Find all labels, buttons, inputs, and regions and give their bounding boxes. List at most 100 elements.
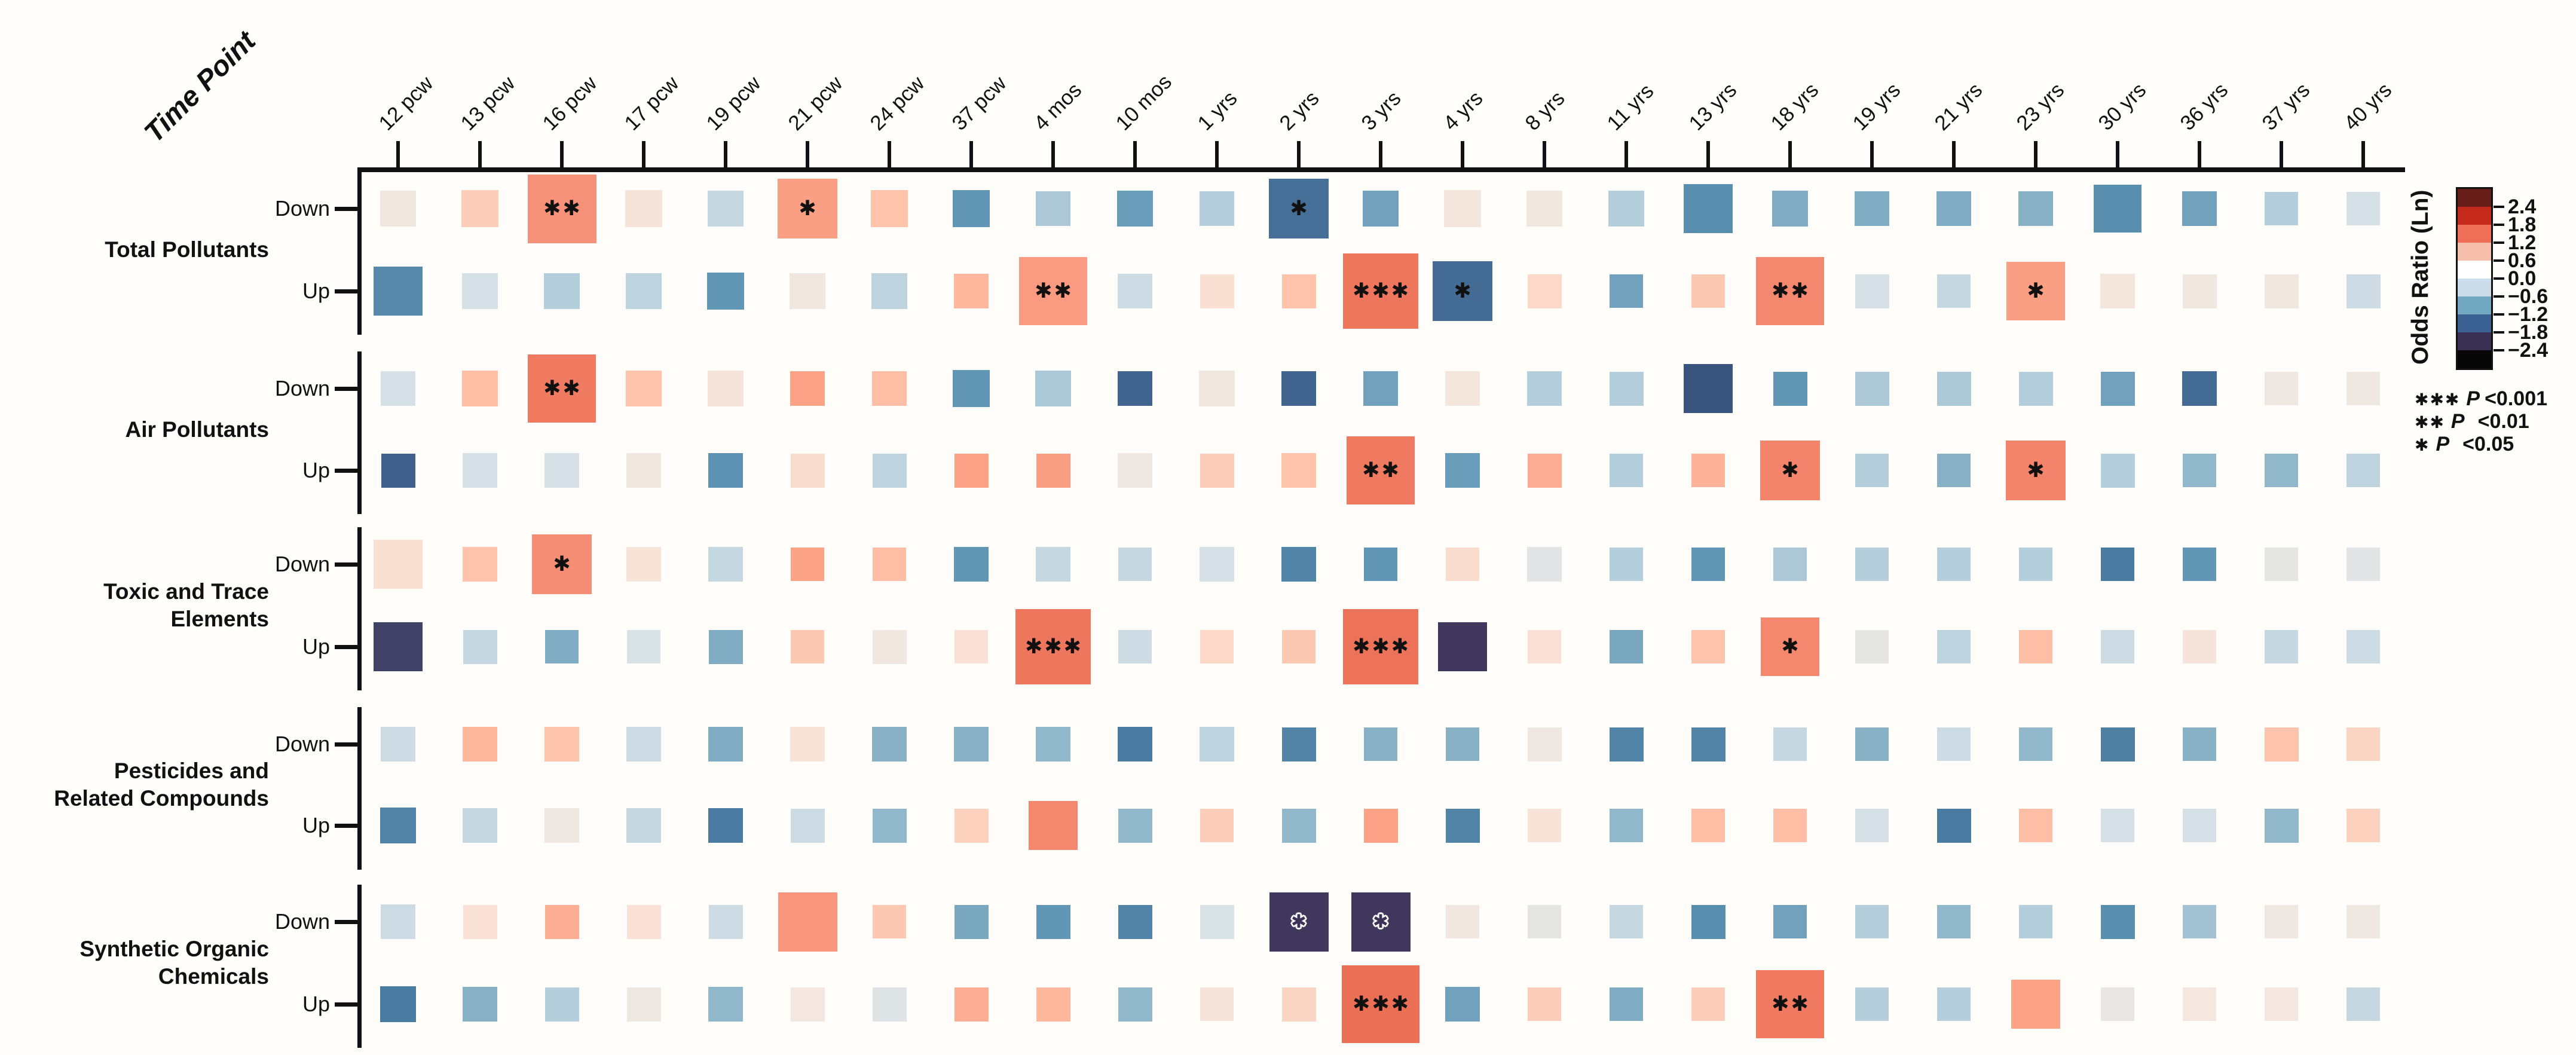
heatmap-cell: [1773, 727, 1807, 761]
heatmap-cell: [1610, 548, 1643, 581]
colorbar-tick: [2494, 313, 2504, 316]
heatmap-cell: [1118, 808, 1152, 843]
heatmap-cell: [1118, 630, 1152, 663]
column-tick: [1870, 141, 1874, 168]
significance-stars: ✱: [1290, 196, 1310, 221]
heatmap-cell: [708, 987, 743, 1022]
heatmap-cell: [2346, 274, 2381, 308]
heatmap-cell: [1117, 191, 1153, 227]
column-label: 40 yrs: [2339, 78, 2397, 135]
heatmap-cell: [2346, 727, 2380, 761]
heatmap-cell: [463, 808, 497, 843]
heatmap-cell: [790, 371, 825, 406]
row-tick-dash: [335, 742, 357, 747]
heatmap-cell: ✱✱: [1756, 257, 1824, 325]
heatmap-cell: [463, 987, 497, 1022]
row-direction-label: Up: [302, 634, 330, 659]
heatmap-cell: [1527, 274, 1562, 308]
heatmap-cell: [1773, 905, 1807, 938]
heatmap-cell: [1609, 371, 1644, 406]
group-label: Synthetic Organic Chemicals: [6, 935, 269, 990]
significance-stars: ✱: [553, 552, 573, 576]
heatmap-cell: [1200, 630, 1234, 663]
heatmap-cell: ✱: [1269, 892, 1329, 952]
heatmap-cell: [1527, 727, 1562, 762]
heatmap-cell: [1281, 274, 1316, 308]
column-tick: [1788, 141, 1792, 168]
heatmap-cell: [1855, 548, 1889, 581]
heatmap-cell: [1200, 987, 1234, 1021]
heatmap-cell: [381, 453, 415, 488]
heatmap-cell: [2346, 454, 2380, 487]
colorbar-segment: [2458, 225, 2491, 243]
heatmap-cell: [953, 190, 990, 227]
column-tick: [1624, 141, 1628, 168]
heatmap-cell: [1036, 987, 1070, 1022]
heatmap-cell: [1526, 191, 1562, 227]
significance-stars: ✱✱✱: [1353, 279, 1411, 303]
heatmap-cell: [954, 727, 989, 762]
heatmap-cell: [2183, 630, 2216, 663]
heatmap-cell: [1281, 727, 1316, 762]
heatmap-cell: ✱: [1761, 617, 1819, 676]
heatmap-cell: [708, 371, 744, 406]
colorbar-tick-label: 0.6: [2508, 249, 2537, 272]
column-label: 24 pcw: [865, 71, 929, 135]
heatmap-cell: [1610, 274, 1643, 308]
heatmap-cell: [1936, 191, 1971, 226]
heatmap-cell: [2094, 185, 2141, 233]
heatmap-cell: [1610, 905, 1643, 938]
colorbar-tick: [2494, 295, 2504, 298]
heatmap-cell: [708, 547, 743, 582]
heatmap-cell: [626, 808, 661, 843]
heatmap-cell: [380, 191, 416, 227]
significance-stars: ✱: [1781, 634, 1801, 659]
column-label: 4 mos: [1029, 78, 1087, 135]
column-tick: [2034, 141, 2037, 168]
column-label: 37 yrs: [2257, 78, 2315, 135]
heatmap-cell: [1527, 547, 1562, 582]
heatmap-cell: [1528, 809, 1561, 842]
heatmap-cell: [626, 453, 661, 488]
heatmap-cell: [2182, 274, 2217, 308]
heatmap-cell: [2018, 191, 2053, 226]
colorbar-segment: [2458, 332, 2491, 350]
row-tick-dash: [335, 469, 357, 473]
heatmap-cell: [1937, 454, 1971, 487]
heatmap-cell: [626, 987, 661, 1022]
heatmap-cell: [1937, 630, 1971, 663]
column-tick: [1461, 141, 1464, 168]
heatmap-cell: [1281, 371, 1316, 406]
heatmap-cell: [1363, 371, 1398, 406]
heatmap-cell: [2265, 630, 2298, 663]
column-tick: [969, 141, 973, 168]
heatmap-cell: [1773, 809, 1807, 842]
row-tick-dash: [335, 920, 357, 924]
heatmap-cell: [380, 986, 416, 1022]
colorbar-tick: [2494, 206, 2504, 208]
heatmap-cell: [462, 371, 498, 406]
significance-stars: ✱: [799, 196, 818, 221]
top-axis-line: [357, 167, 2405, 172]
heatmap-cell: [544, 808, 579, 843]
heatmap-cell: [1363, 191, 1399, 227]
p-symbol: P: [2450, 410, 2465, 433]
heatmap-cell: [954, 987, 989, 1022]
heatmap-cell: [1937, 987, 1971, 1021]
heatmap-cell: [463, 547, 497, 582]
heatmap-cell: [1118, 548, 1152, 581]
colorbar: [2456, 187, 2493, 370]
heatmap-cell: [1200, 809, 1234, 842]
column-tick: [1215, 141, 1219, 168]
heatmap-cell: [2264, 808, 2299, 843]
heatmap-cell: [1118, 453, 1152, 488]
significance-stars: ✱✱: [1772, 279, 1810, 303]
significance-stars: ✱: [1291, 910, 1308, 932]
heatmap-cell: [1200, 274, 1234, 308]
heatmap-cell: [2346, 372, 2380, 405]
colorbar-tick-label: −0.6: [2508, 285, 2549, 308]
row-tick-dash: [335, 645, 357, 649]
colorbar-segment: [2458, 350, 2491, 368]
heatmap-cell: [2346, 987, 2380, 1021]
heatmap-cell: [626, 904, 661, 939]
